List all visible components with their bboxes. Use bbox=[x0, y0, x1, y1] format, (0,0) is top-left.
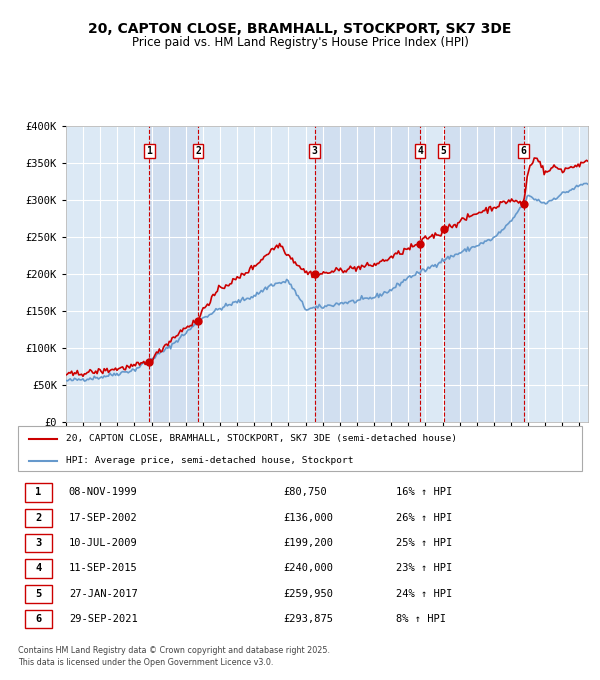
Text: 11-SEP-2015: 11-SEP-2015 bbox=[69, 564, 137, 573]
Text: 29-SEP-2021: 29-SEP-2021 bbox=[69, 614, 137, 624]
Text: This data is licensed under the Open Government Licence v3.0.: This data is licensed under the Open Gov… bbox=[18, 658, 274, 667]
Text: 26% ↑ HPI: 26% ↑ HPI bbox=[396, 513, 452, 523]
Text: 16% ↑ HPI: 16% ↑ HPI bbox=[396, 488, 452, 498]
Bar bbox=[149, 126, 198, 422]
Text: 17-SEP-2002: 17-SEP-2002 bbox=[69, 513, 137, 523]
Text: 23% ↑ HPI: 23% ↑ HPI bbox=[396, 564, 452, 573]
Text: £259,950: £259,950 bbox=[283, 589, 333, 598]
Text: 10-JUL-2009: 10-JUL-2009 bbox=[69, 538, 137, 548]
Text: 2: 2 bbox=[195, 146, 201, 156]
Bar bbox=[444, 126, 524, 422]
Text: £199,200: £199,200 bbox=[283, 538, 333, 548]
Text: 25% ↑ HPI: 25% ↑ HPI bbox=[396, 538, 452, 548]
Text: 3: 3 bbox=[35, 538, 41, 548]
FancyBboxPatch shape bbox=[18, 426, 582, 471]
FancyBboxPatch shape bbox=[25, 483, 52, 502]
Text: HPI: Average price, semi-detached house, Stockport: HPI: Average price, semi-detached house,… bbox=[66, 456, 353, 465]
Text: 5: 5 bbox=[35, 589, 41, 598]
Text: £80,750: £80,750 bbox=[283, 488, 327, 498]
Text: £240,000: £240,000 bbox=[283, 564, 333, 573]
Text: Contains HM Land Registry data © Crown copyright and database right 2025.: Contains HM Land Registry data © Crown c… bbox=[18, 646, 330, 655]
Text: 6: 6 bbox=[521, 146, 527, 156]
Text: £293,875: £293,875 bbox=[283, 614, 333, 624]
Text: 20, CAPTON CLOSE, BRAMHALL, STOCKPORT, SK7 3DE (semi-detached house): 20, CAPTON CLOSE, BRAMHALL, STOCKPORT, S… bbox=[66, 435, 457, 443]
Text: Price paid vs. HM Land Registry's House Price Index (HPI): Price paid vs. HM Land Registry's House … bbox=[131, 36, 469, 49]
Text: 4: 4 bbox=[417, 146, 423, 156]
Text: 20, CAPTON CLOSE, BRAMHALL, STOCKPORT, SK7 3DE: 20, CAPTON CLOSE, BRAMHALL, STOCKPORT, S… bbox=[88, 22, 512, 36]
FancyBboxPatch shape bbox=[25, 559, 52, 577]
Text: 5: 5 bbox=[441, 146, 446, 156]
Text: 1: 1 bbox=[35, 488, 41, 498]
Text: 8% ↑ HPI: 8% ↑ HPI bbox=[396, 614, 446, 624]
Text: 6: 6 bbox=[35, 614, 41, 624]
Bar bbox=[314, 126, 420, 422]
FancyBboxPatch shape bbox=[25, 509, 52, 527]
Text: 4: 4 bbox=[35, 564, 41, 573]
Text: 27-JAN-2017: 27-JAN-2017 bbox=[69, 589, 137, 598]
Text: 08-NOV-1999: 08-NOV-1999 bbox=[69, 488, 137, 498]
FancyBboxPatch shape bbox=[25, 534, 52, 552]
Text: 1: 1 bbox=[146, 146, 152, 156]
Text: 2: 2 bbox=[35, 513, 41, 523]
Text: £136,000: £136,000 bbox=[283, 513, 333, 523]
FancyBboxPatch shape bbox=[25, 585, 52, 603]
FancyBboxPatch shape bbox=[25, 610, 52, 628]
Text: 3: 3 bbox=[311, 146, 317, 156]
Text: 24% ↑ HPI: 24% ↑ HPI bbox=[396, 589, 452, 598]
